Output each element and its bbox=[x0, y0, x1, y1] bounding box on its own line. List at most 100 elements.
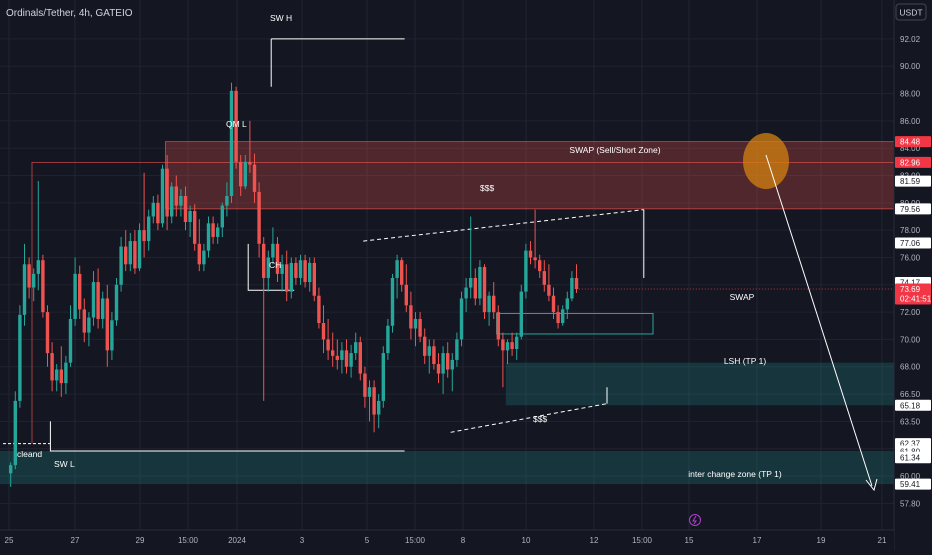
candle-115[interactable] bbox=[538, 254, 542, 278]
candle-13[interactable] bbox=[68, 305, 73, 367]
candle-9[interactable] bbox=[50, 342, 54, 392]
candle-5[interactable] bbox=[32, 268, 36, 302]
candle-114[interactable] bbox=[533, 209, 537, 269]
candle-56[interactable] bbox=[266, 250, 270, 292]
candle-52[interactable] bbox=[248, 120, 252, 173]
candle-0[interactable] bbox=[9, 462, 13, 487]
candle-87[interactable] bbox=[409, 291, 413, 340]
candle-82[interactable] bbox=[386, 318, 390, 360]
candle-50[interactable] bbox=[239, 155, 243, 197]
candle-108[interactable] bbox=[505, 339, 510, 365]
candle-101[interactable] bbox=[473, 268, 477, 306]
candle-103[interactable] bbox=[482, 264, 487, 319]
candle-120[interactable] bbox=[561, 305, 565, 326]
candle-37[interactable] bbox=[179, 189, 183, 217]
candle-43[interactable] bbox=[206, 216, 211, 258]
candles[interactable] bbox=[9, 82, 579, 487]
candle-119[interactable] bbox=[556, 305, 560, 329]
candle-110[interactable] bbox=[515, 332, 519, 360]
candle-19[interactable] bbox=[96, 268, 100, 329]
candle-95[interactable] bbox=[446, 342, 450, 378]
candle-117[interactable] bbox=[547, 264, 551, 302]
candle-53[interactable] bbox=[252, 153, 257, 203]
candle-40[interactable] bbox=[193, 204, 197, 251]
candle-51[interactable] bbox=[243, 155, 247, 190]
candle-65[interactable] bbox=[308, 257, 312, 292]
candle-15[interactable] bbox=[78, 265, 82, 319]
candle-97[interactable] bbox=[455, 332, 459, 367]
candle-38[interactable] bbox=[183, 186, 188, 231]
candle-23[interactable] bbox=[114, 277, 119, 326]
candle-88[interactable] bbox=[413, 312, 418, 347]
candle-1[interactable] bbox=[13, 391, 17, 470]
candle-25[interactable] bbox=[124, 230, 128, 272]
candle-55[interactable] bbox=[262, 236, 266, 401]
candle-6[interactable] bbox=[36, 180, 40, 291]
candle-11[interactable] bbox=[59, 346, 63, 397]
candle-113[interactable] bbox=[528, 241, 533, 265]
candle-106[interactable] bbox=[496, 305, 500, 347]
candle-93[interactable] bbox=[436, 353, 441, 384]
candle-99[interactable] bbox=[464, 277, 468, 313]
candle-112[interactable] bbox=[524, 243, 528, 299]
candle-17[interactable] bbox=[87, 312, 91, 347]
candle-32[interactable] bbox=[156, 194, 160, 231]
candle-96[interactable] bbox=[450, 353, 454, 392]
candle-89[interactable] bbox=[418, 312, 422, 343]
candle-29[interactable] bbox=[142, 172, 146, 258]
candle-61[interactable] bbox=[289, 257, 293, 299]
candle-57[interactable] bbox=[271, 227, 275, 265]
candle-118[interactable] bbox=[551, 287, 556, 319]
candle-7[interactable] bbox=[41, 254, 45, 318]
candle-47[interactable] bbox=[225, 182, 229, 217]
candle-83[interactable] bbox=[390, 273, 395, 333]
candle-8[interactable] bbox=[45, 305, 50, 367]
candle-71[interactable] bbox=[335, 339, 339, 370]
candle-86[interactable] bbox=[404, 264, 408, 313]
candle-121[interactable] bbox=[565, 291, 569, 319]
candle-73[interactable] bbox=[344, 339, 349, 374]
time-axis[interactable]: 25 27 29 15:00 2024 3 5 15:00 8 10 12 15:00 15 17 19 21 bbox=[0, 529, 894, 550]
candle-16[interactable] bbox=[82, 298, 86, 343]
candle-14[interactable] bbox=[73, 257, 77, 326]
candle-33[interactable] bbox=[160, 164, 165, 228]
candle-42[interactable] bbox=[202, 243, 206, 272]
candle-10[interactable] bbox=[55, 364, 59, 392]
currency-button[interactable]: USDT bbox=[895, 3, 927, 21]
candle-35[interactable] bbox=[170, 182, 174, 224]
candle-39[interactable] bbox=[188, 205, 192, 237]
candle-80[interactable] bbox=[377, 394, 381, 429]
candle-109[interactable] bbox=[510, 332, 514, 356]
candle-116[interactable] bbox=[542, 260, 546, 292]
candle-30[interactable] bbox=[147, 209, 151, 251]
candle-122[interactable] bbox=[570, 271, 574, 302]
candle-63[interactable] bbox=[298, 254, 303, 285]
candle-4[interactable] bbox=[27, 257, 31, 299]
candle-111[interactable] bbox=[519, 284, 523, 340]
candle-78[interactable] bbox=[367, 380, 372, 422]
lightning-icon[interactable] bbox=[689, 514, 701, 526]
price-axis[interactable]: 92.0290.0088.0086.0084.0082.0080.0078.00… bbox=[578, 0, 932, 550]
symbol-label[interactable]: Ordinals/Tether, 4h, GATEIO bbox=[6, 8, 133, 19]
candle-92[interactable] bbox=[432, 339, 436, 370]
candle-24[interactable] bbox=[119, 236, 123, 292]
candle-123[interactable] bbox=[574, 264, 579, 293]
candle-69[interactable] bbox=[326, 318, 330, 360]
candle-26[interactable] bbox=[128, 232, 132, 272]
candle-20[interactable] bbox=[101, 291, 105, 329]
candle-54[interactable] bbox=[257, 182, 261, 258]
candle-41[interactable] bbox=[197, 219, 201, 272]
candle-72[interactable] bbox=[340, 342, 344, 374]
candle-79[interactable] bbox=[372, 380, 376, 433]
candle-85[interactable] bbox=[400, 257, 404, 292]
candle-28[interactable] bbox=[137, 223, 142, 272]
candle-2[interactable] bbox=[18, 305, 22, 408]
candle-94[interactable] bbox=[441, 346, 445, 395]
candle-107[interactable] bbox=[501, 332, 505, 388]
candle-27[interactable] bbox=[133, 230, 137, 274]
candle-75[interactable] bbox=[354, 332, 358, 360]
candle-91[interactable] bbox=[427, 339, 431, 374]
candle-98[interactable] bbox=[459, 291, 464, 347]
